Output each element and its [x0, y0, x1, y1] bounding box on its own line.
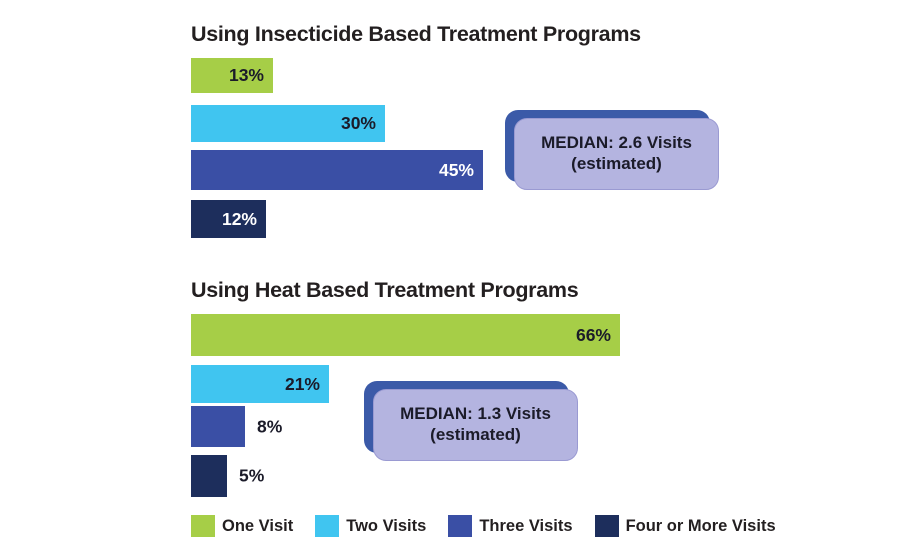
- chart-1-value-label-one-visit: 13%: [228, 65, 264, 85]
- legend-item-one-visit[interactable]: One Visit: [191, 515, 293, 537]
- chart-1-median-callout: MEDIAN: 2.6 Visits (estimated): [505, 110, 719, 190]
- chart-2-median-callout-body: MEDIAN: 1.3 Visits (estimated): [373, 389, 578, 461]
- chart-2-bar-row-one-visit: 66%: [191, 314, 620, 356]
- chart-1-bar-row-two-visits: 30%: [191, 105, 385, 142]
- legend-swatch-icon-one-visit: [191, 515, 215, 537]
- chart-1-median-line-2: (estimated): [571, 154, 662, 173]
- legend-item-four-or-more-visits[interactable]: Four or More Visits: [594, 515, 776, 537]
- legend-label-two-visits: Two Visits: [346, 516, 427, 535]
- chart-1-value-label-four-or-more-visits: 12%: [221, 208, 257, 229]
- legend-item-three-visits[interactable]: Three Visits: [448, 515, 573, 537]
- chart-1-bar-one-visit[interactable]: 13%: [191, 58, 273, 93]
- chart-2-title: Using Heat Based Treatment Programs: [191, 278, 579, 302]
- legend-swatch-icon-four-or-more-visits: [594, 515, 619, 537]
- chart-1-bar-row-three-visits: 45%: [191, 150, 483, 190]
- chart-2-median-line-2: (estimated): [430, 425, 521, 444]
- legend-swatch-icon-two-visits: [315, 515, 340, 537]
- chart-1-value-label-two-visits: 30%: [340, 113, 376, 133]
- chart-2-value-label-one-visit: 66%: [575, 324, 611, 345]
- chart-2-bar-two-visits[interactable]: 21%: [191, 365, 329, 403]
- chart-2-value-label-two-visits: 21%: [284, 373, 320, 394]
- legend-label-three-visits: Three Visits: [479, 516, 573, 535]
- chart-2-bar-three-visits[interactable]: [191, 406, 245, 447]
- chart-1-bar-row-four-or-more-visits: 12%: [191, 200, 266, 238]
- chart-1-bar-four-or-more-visits[interactable]: 12%: [191, 200, 266, 238]
- legend-item-two-visits[interactable]: Two Visits: [315, 515, 426, 537]
- chart-2-bar-four-or-more-visits[interactable]: [191, 455, 227, 497]
- chart-2-bar-row-three-visits: 8%: [191, 406, 282, 447]
- chart-1-median-line-1: MEDIAN: 2.6 Visits: [541, 133, 692, 153]
- chart-1-value-label-three-visits: 45%: [438, 159, 474, 180]
- chart-2-median-line-1: MEDIAN: 1.3 Visits: [400, 404, 551, 424]
- chart-2-bar-row-four-or-more-visits: 5%: [191, 455, 264, 497]
- chart-1-bar-row-one-visit: 13%: [191, 58, 273, 93]
- chart-1-bar-two-visits[interactable]: 30%: [191, 105, 385, 142]
- legend-label-four-or-more-visits: Four or More Visits: [625, 516, 776, 535]
- chart-1-title: Using Insecticide Based Treatment Progra…: [191, 22, 641, 46]
- chart-2-value-label-three-visits: 8%: [257, 416, 283, 436]
- chart-2-value-label-four-or-more-visits: 5%: [239, 465, 265, 486]
- chart-2-bar-one-visit[interactable]: 66%: [191, 314, 620, 356]
- chart-1-median-callout-body: MEDIAN: 2.6 Visits (estimated): [514, 118, 719, 190]
- chart-1-bar-three-visits[interactable]: 45%: [191, 150, 483, 190]
- chart-2-bar-row-two-visits: 21%: [191, 365, 329, 403]
- chart-2-median-callout: MEDIAN: 1.3 Visits (estimated): [364, 381, 578, 461]
- legend-label-one-visit: One Visit: [222, 516, 294, 535]
- legend: One Visit Two Visits Three Visits Four o…: [191, 515, 798, 537]
- legend-swatch-icon-three-visits: [448, 515, 473, 537]
